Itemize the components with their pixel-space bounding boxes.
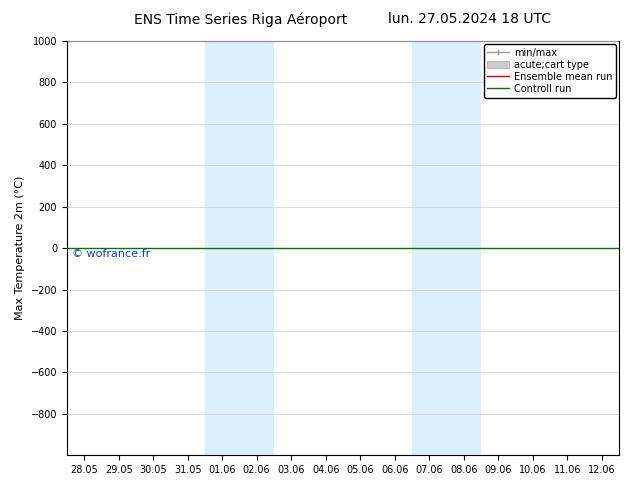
Text: © wofrance.fr: © wofrance.fr — [72, 249, 151, 259]
Y-axis label: Max Temperature 2m (°C): Max Temperature 2m (°C) — [15, 176, 25, 320]
Legend: min/max, acute;cart type, Ensemble mean run, Controll run: min/max, acute;cart type, Ensemble mean … — [484, 44, 616, 98]
Bar — [205, 41, 274, 455]
Bar — [412, 41, 481, 455]
Text: ENS Time Series Riga Aéroport: ENS Time Series Riga Aéroport — [134, 12, 347, 27]
Text: lun. 27.05.2024 18 UTC: lun. 27.05.2024 18 UTC — [387, 12, 551, 26]
